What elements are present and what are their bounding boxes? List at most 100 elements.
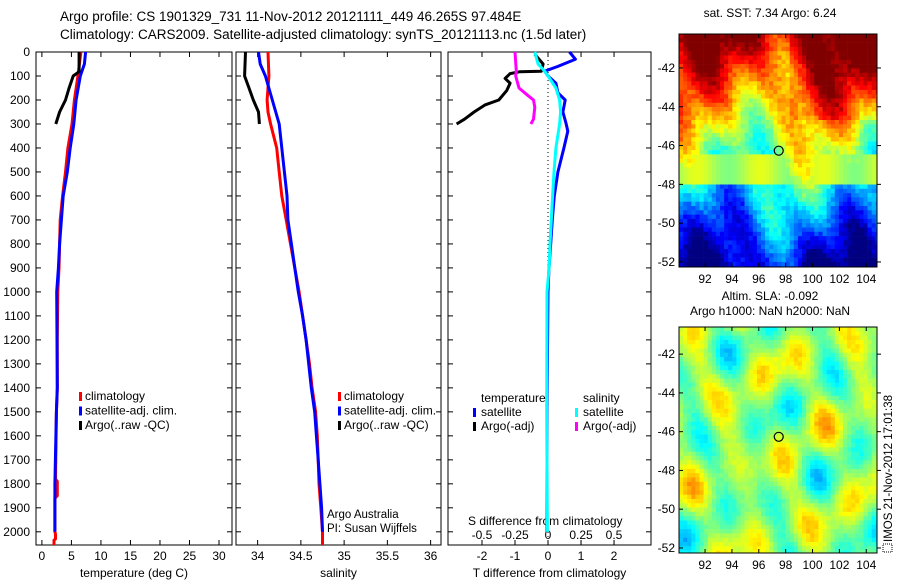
- heatmap-cell: [679, 374, 684, 379]
- heatmap-cell: [687, 154, 692, 159]
- heatmap-cell: [720, 81, 725, 86]
- heatmap-cell: [748, 391, 754, 397]
- heatmap-cell: [699, 404, 704, 409]
- heatmap-cell: [715, 132, 721, 138]
- heatmap-cell: [728, 421, 733, 427]
- heatmap-cell: [679, 227, 684, 233]
- heatmap-cell: [683, 253, 688, 258]
- heatmap-cell: [736, 438, 741, 444]
- heatmap-cell: [847, 158, 852, 164]
- heatmap-cell: [773, 374, 778, 379]
- heatmap-cell: [679, 38, 684, 43]
- heatmap-cell: [822, 421, 827, 427]
- heatmap-cell: [683, 102, 688, 108]
- heatmap-cell: [871, 231, 877, 237]
- heatmap-cell: [855, 460, 860, 465]
- heatmap-cell: [703, 206, 708, 211]
- heatmap-cell: [707, 163, 713, 168]
- heatmap-cell: [871, 223, 877, 228]
- heatmap-cell: [863, 460, 868, 465]
- heatmap-cell: [789, 107, 795, 112]
- heatmap-cell: [838, 188, 844, 194]
- heatmap-cell: [748, 120, 754, 125]
- heatmap-cell: [748, 370, 754, 375]
- heatmap-cell: [867, 98, 872, 104]
- heatmap-cell: [802, 404, 807, 409]
- heatmap-cell: [724, 447, 729, 452]
- heatmap-cell: [687, 473, 692, 478]
- heatmap-cell: [720, 357, 725, 362]
- heatmap-cell: [744, 137, 749, 142]
- heatmap-cell: [691, 400, 696, 405]
- heatmap-cell: [695, 236, 700, 241]
- heatmap-cell: [814, 231, 819, 237]
- heatmap-cell: [818, 141, 823, 147]
- heatmap-cell: [855, 335, 860, 341]
- heatmap-cell: [679, 115, 684, 121]
- heatmap-cell: [752, 331, 758, 336]
- heatmap-cell: [863, 236, 868, 241]
- y-tick-label: 0: [23, 45, 30, 59]
- heatmap-cell: [724, 473, 729, 478]
- heatmap-cell: [797, 447, 803, 452]
- heatmap-cell: [851, 357, 856, 362]
- heatmap-cell: [826, 115, 831, 121]
- heatmap-cell: [748, 132, 754, 138]
- heatmap-cell: [834, 94, 840, 99]
- heatmap-cell: [707, 434, 713, 440]
- heatmap-cell: [752, 46, 758, 52]
- heatmap-cell: [732, 473, 737, 478]
- heatmap-cell: [715, 102, 721, 108]
- heatmap-cell: [830, 244, 836, 250]
- heatmap-cell: [691, 327, 696, 332]
- heatmap-cell: [822, 434, 827, 440]
- heatmap-cell: [691, 344, 696, 349]
- heatmap-cell: [859, 42, 864, 48]
- heatmap-cell: [847, 481, 852, 487]
- y-tick-label: 2000: [3, 525, 30, 539]
- heatmap-cell: [797, 102, 803, 108]
- heatmap-cell: [707, 236, 713, 241]
- heatmap-cell: [830, 77, 836, 82]
- heatmap-cell: [818, 468, 823, 474]
- heatmap-cell: [773, 214, 778, 220]
- heatmap-cell: [806, 443, 811, 448]
- heatmap-cell: [793, 210, 799, 215]
- heatmap-cell: [756, 370, 762, 375]
- heatmap-cell: [724, 370, 729, 375]
- heatmap-cell: [847, 184, 852, 190]
- legend-group-title: salinity: [583, 391, 620, 405]
- heatmap-cell: [761, 167, 766, 172]
- heatmap-cell: [703, 464, 708, 470]
- heatmap-cell: [724, 64, 729, 69]
- heatmap-cell: [769, 468, 774, 474]
- heatmap-cell: [867, 486, 872, 491]
- heatmap-cell: [765, 438, 770, 444]
- heatmap-cell: [830, 184, 836, 190]
- heatmap-cell: [785, 197, 790, 202]
- heatmap-cell: [756, 456, 762, 461]
- heatmap-cell: [855, 206, 860, 211]
- heatmap-cell: [761, 107, 766, 112]
- heatmap-cell: [728, 206, 733, 211]
- heatmap-cell: [802, 344, 807, 349]
- heatmap-cell: [806, 154, 811, 159]
- heatmap-cell: [810, 167, 815, 172]
- heatmap-cell: [773, 404, 778, 409]
- heatmap-cell: [711, 370, 717, 375]
- heatmap-cell: [847, 34, 852, 39]
- heatmap-cell: [859, 180, 864, 185]
- heatmap-cell: [822, 124, 827, 129]
- heatmap-cell: [777, 124, 782, 129]
- heatmap-cell: [769, 42, 774, 48]
- heatmap-cell: [863, 257, 868, 263]
- heatmap-cell: [720, 339, 725, 345]
- heatmap-cell: [822, 253, 827, 258]
- heatmap-cell: [724, 42, 729, 48]
- heatmap-cell: [691, 128, 696, 134]
- heatmap-cell: [822, 486, 827, 491]
- heatmap-cell: [683, 352, 688, 358]
- heatmap-cell: [703, 249, 708, 254]
- heatmap-cell: [699, 391, 704, 397]
- heatmap-cell: [695, 361, 700, 366]
